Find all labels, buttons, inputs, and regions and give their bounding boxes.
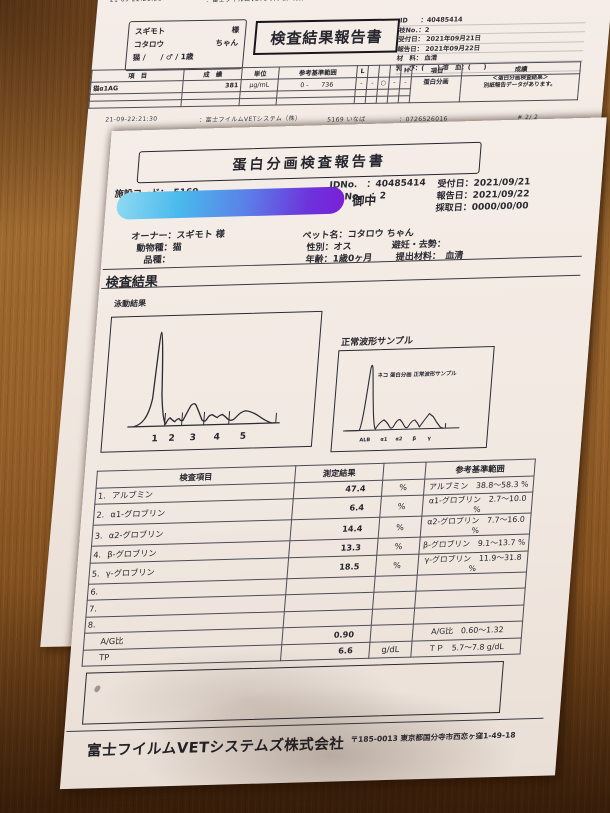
x-tick-3: 3: [189, 433, 196, 443]
row-no: 8.: [87, 619, 97, 630]
row-value: 6.6: [280, 641, 370, 661]
row-no: 5.: [91, 567, 101, 579]
densitogram-chart: 1 2 3 4 5: [100, 310, 323, 453]
report-title: 蛋白分画検査報告書: [136, 141, 482, 184]
electrophoresis-trace: [133, 331, 276, 428]
row-item: アルブミン: [111, 489, 154, 501]
row-no: 1.: [97, 490, 107, 501]
margin-clinic: 5169 いなば: [326, 115, 366, 124]
row-item: α2-グロブリン: [108, 528, 164, 541]
densitogram-label: 泳動結果: [113, 298, 147, 309]
row-unit: %: [379, 495, 424, 518]
ink-smudge: [93, 684, 102, 693]
norm-x-a2: α2: [395, 436, 403, 442]
company-name: 富士フイルムVETシステムズ株式会社: [86, 736, 345, 760]
normal-sample-label: 正常波形サンプル: [340, 336, 414, 349]
footer: 富士フイルムVETシステムズ株式会社 〒185-0013 東京都国分寺市西恋ヶ窪…: [86, 728, 516, 761]
normal-trace: [345, 364, 444, 432]
pet-name: コタロウ: [133, 39, 165, 50]
normal-sample-chart: ネコ 蛋白分画 正常波形サンプル ALB α1 α2 β γ: [330, 345, 495, 453]
margin-sender: ：富士フイルムVETシステム（株）: [198, 115, 302, 124]
result2-line2: 別紙報告データがあります。: [483, 81, 557, 89]
row-value: 14.4: [289, 517, 380, 541]
row-unit: %: [378, 516, 422, 539]
row-no: 6.: [90, 586, 99, 597]
norm-x-a1: α1: [380, 437, 388, 443]
row-item: A/G比: [100, 635, 124, 647]
margin-timestamp: 21-09-22:21:30: [110, 0, 163, 4]
row-unit: g/dL: [368, 640, 413, 659]
cover-title-text: 検査結果報告書: [269, 27, 384, 48]
patient-box: スギモト 様 コタロウ ちゃん 猫 / / ♂ / 1歳: [124, 19, 248, 72]
normal-inner-label: ネコ 蛋白分画 正常波形サンプル: [377, 369, 457, 379]
redacted-clinic-name: [115, 186, 346, 220]
row-no: 7.: [88, 603, 98, 614]
margin-clinic: 5169 いなば: [330, 0, 369, 2]
row-no: 3.: [94, 530, 104, 541]
x-tick-1: 1: [151, 434, 158, 444]
row-unit: %: [375, 553, 419, 576]
row-no: 4.: [92, 549, 102, 560]
x-tick-2: 2: [168, 434, 175, 444]
company-address: 〒185-0013 東京都国分寺市西恋ヶ窪1-49-18: [350, 730, 516, 745]
row-unit: %: [376, 537, 421, 555]
densitogram-curve: 1 2 3 4 5: [127, 331, 280, 444]
report-title-text: 蛋白分画検査報告書: [231, 153, 387, 174]
collection-date: 採取日：0000/00/00: [435, 201, 529, 214]
row-unit: %: [381, 478, 425, 497]
test-result: 381: [182, 79, 242, 93]
x-tick-4: 4: [213, 432, 220, 442]
x-tick-5: 5: [239, 432, 246, 442]
normal-sample-curve: ネコ 蛋白分画 正常波形サンプル ALB α1 α2 β γ: [343, 364, 460, 444]
comment-box: [81, 660, 504, 725]
owner-honorific: 様: [231, 25, 240, 35]
fraction-boundary-ticks: [163, 411, 278, 427]
row-value: 18.5: [286, 554, 377, 579]
col-result: 成 績: [183, 67, 243, 81]
species-sex-age: 猫 / / ♂ / 1歳: [132, 52, 194, 63]
test-name-2: 蛋白分画: [409, 75, 462, 103]
norm-x-b: β: [412, 436, 416, 442]
breed-line: 品種：: [143, 255, 171, 266]
protein-report-page: 蛋白分画検査報告書 施設コード： 5169 IDNo. ：40485414 カル…: [59, 117, 607, 790]
cover-results-table: 項 目 成 績 単位 参考基準範囲 L H 項目 成績 猫α1AG 381 μg…: [88, 61, 581, 109]
margin-timestamp: 21-09-22:21:30: [104, 115, 158, 124]
divider: [101, 274, 581, 290]
pet-honorific: ちゃん: [215, 38, 239, 48]
norm-x-g: γ: [427, 436, 431, 442]
cover-title: 検査結果報告書: [252, 18, 401, 56]
row-item: α1-グロブリン: [110, 507, 166, 520]
row-value: 6.4: [291, 496, 382, 520]
col-item2: 項目: [411, 63, 463, 77]
owner-name: スギモト: [134, 26, 166, 37]
test-unit: μg/mL: [240, 79, 279, 92]
results-table: 検査項目 測定結果 参考基準範囲 1. アルブミン 47.4% アルブミン 38.8～…: [82, 459, 536, 667]
row-item: β-グロブリン: [107, 547, 158, 560]
row-no: 2.: [96, 509, 105, 520]
col-unit: 単位: [241, 67, 280, 80]
col-unit: [382, 462, 427, 480]
row-item: γ-グロブリン: [105, 566, 156, 578]
addressee: 御中: [351, 193, 377, 209]
test-result-2: ＜蛋白分画検査結果＞ 別紙報告データがあります。: [459, 73, 580, 102]
row-ref: ＴＰ 5.7～7.8 g/dL: [410, 637, 522, 658]
row-unit: [369, 624, 414, 642]
row-item: TP: [98, 652, 110, 663]
margin-sender: ：富士フイルムVETシステム（株）: [206, 0, 309, 4]
norm-x-alb: ALB: [359, 437, 371, 443]
